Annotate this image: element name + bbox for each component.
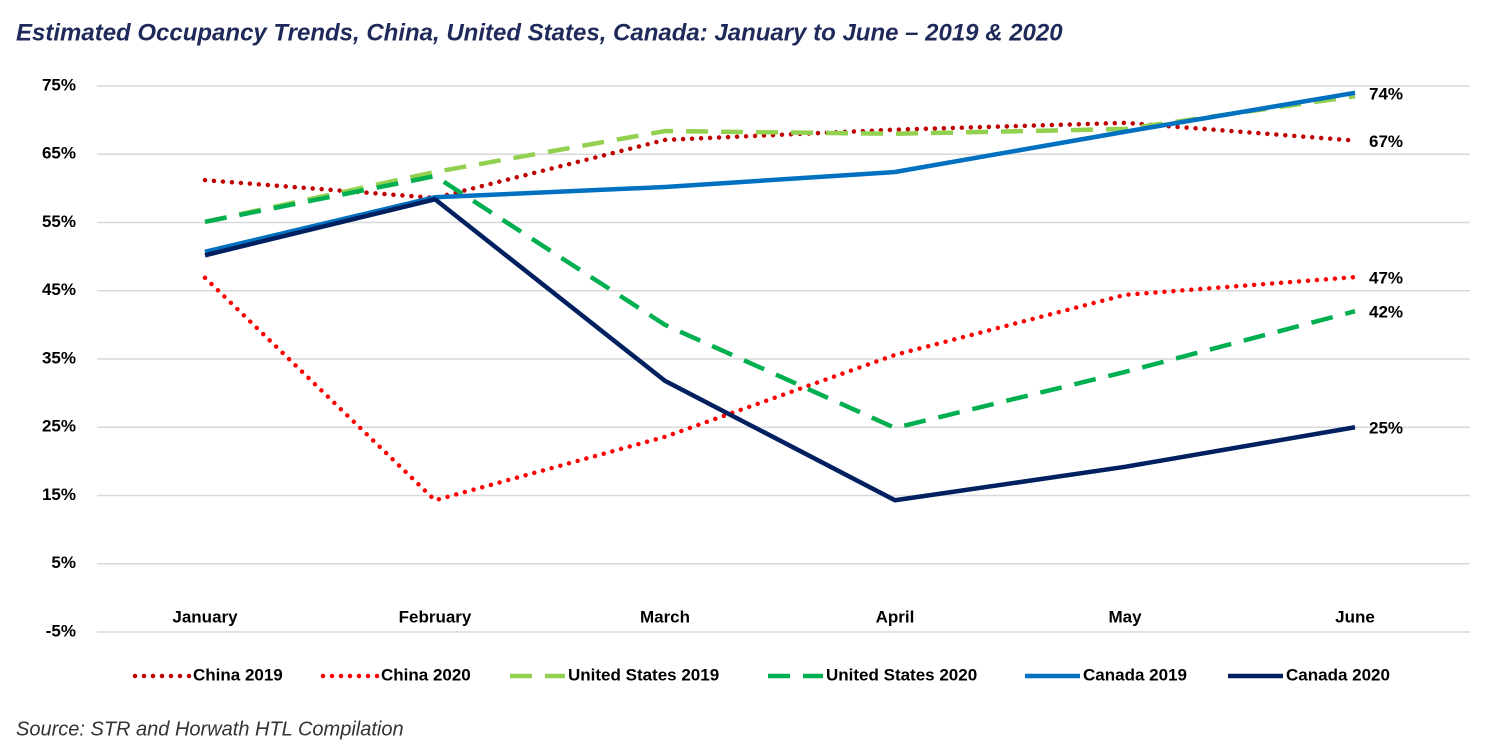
y-tick-label: -5% [46, 621, 76, 640]
x-tick-label: April [876, 607, 915, 626]
y-tick-label: 15% [42, 485, 76, 504]
y-tick-label: 55% [42, 212, 76, 231]
data-label: 74% [1369, 84, 1403, 103]
series-line [202, 120, 1358, 201]
y-tick-label: 35% [42, 348, 76, 367]
legend-label: Canada 2020 [1286, 665, 1390, 684]
y-tick-label: 5% [51, 553, 76, 572]
data-label: 47% [1369, 269, 1403, 288]
legend-label: Canada 2019 [1083, 665, 1187, 684]
legend-label: China 2020 [381, 665, 471, 684]
series-line [204, 173, 1356, 431]
series-line [202, 274, 1358, 503]
y-tick-label: 75% [42, 75, 76, 94]
y-tick-label: 65% [42, 144, 76, 163]
x-tick-label: May [1108, 607, 1142, 626]
x-tick-label: January [172, 607, 238, 626]
series-line [204, 94, 1356, 225]
x-tick-label: June [1335, 607, 1375, 626]
x-tick-label: February [399, 607, 472, 626]
legend-label: China 2019 [193, 665, 283, 684]
legend-label: United States 2019 [568, 665, 719, 684]
series-line [204, 197, 1356, 503]
series-line [204, 90, 1356, 255]
chart-title: Estimated Occupancy Trends, China, Unite… [16, 19, 1063, 46]
y-tick-label: 45% [42, 280, 76, 299]
data-label: 67% [1369, 132, 1403, 151]
data-label: 25% [1369, 419, 1403, 438]
legend-label: United States 2020 [826, 665, 977, 684]
y-tick-label: 25% [42, 417, 76, 436]
data-label: 42% [1369, 303, 1403, 322]
x-tick-label: March [640, 607, 690, 626]
source-note: Source: STR and Horwath HTL Compilation [16, 718, 404, 740]
